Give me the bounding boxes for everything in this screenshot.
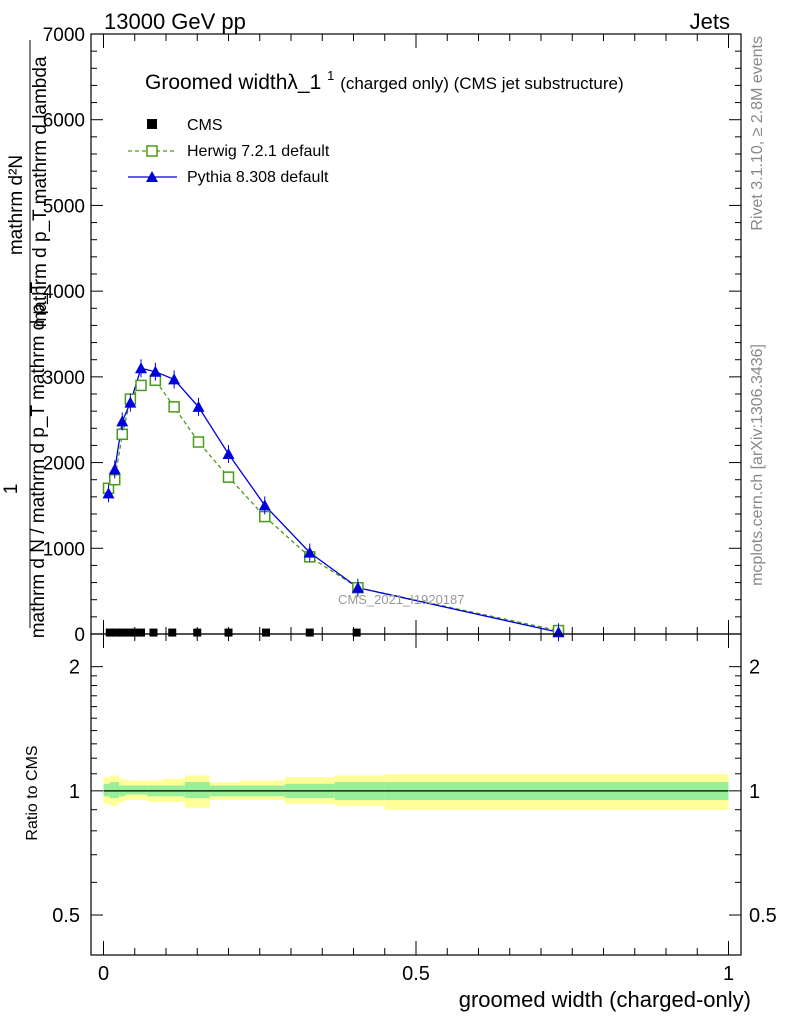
cms-point: [149, 628, 158, 637]
main-ylabel: mathrm d²N mathrm d p_T mathrm d lambda …: [1, 40, 51, 638]
legend-label-herwig: Herwig 7.2.1 default: [187, 143, 330, 160]
chart-title-main: Groomed widthλ_1: [145, 71, 321, 94]
y-tick-label: 6000: [43, 111, 85, 132]
ratio-ylabel: Ratio to CMS: [24, 745, 41, 840]
cms-point: [112, 628, 120, 637]
header-left: 13000 GeV pp: [104, 9, 246, 34]
header-right: Jets: [690, 9, 730, 34]
ratio-y-tick-label-right: 0.5: [749, 905, 777, 927]
y-tick-label: 2000: [43, 454, 85, 475]
x-tick-label: 0: [98, 963, 109, 985]
cms-point: [105, 628, 114, 637]
x-tick-label: 0.5: [402, 963, 430, 985]
cms-point: [352, 628, 361, 637]
y-tick-label: 3000: [43, 368, 85, 389]
pythia-point: [108, 463, 121, 475]
y-tick-label: 7000: [43, 25, 85, 46]
herwig-point: [222, 471, 235, 483]
ratio-frame: [90, 633, 742, 956]
legend-marker-cms: [147, 119, 157, 129]
ylabel-mid: mathrm d p_T mathrm d lambda: [30, 56, 51, 327]
herwig-line: [107, 379, 559, 632]
herwig-point: [116, 428, 128, 441]
ylabel-one: 1: [1, 484, 22, 495]
pythia-point: [351, 581, 364, 593]
ratio-y-tick-label: 0.5: [52, 905, 80, 927]
y-tick-label: 1000: [43, 539, 85, 560]
cms-point: [168, 628, 177, 637]
ratio-y-tick-label: 2: [69, 657, 80, 679]
main-series: [102, 359, 565, 642]
cms-point: [305, 628, 314, 637]
legend-label-pythia: Pythia 8.308 default: [187, 169, 329, 186]
x-tick-label: 1: [723, 963, 734, 985]
pythia-point: [168, 373, 181, 385]
pythia-point: [303, 546, 316, 558]
ratio-panel-bands: [103, 773, 729, 810]
ratio-band-inner: [125, 785, 135, 795]
ratio-axes: 0.5 0.5 1 1 2 2 0 0.5 1: [52, 633, 777, 985]
rivet-version: Rivet 3.1.10, ≥ 2.8M events: [749, 36, 766, 231]
x-axis-label: groomed width (charged-only): [459, 987, 751, 1012]
pythia-point: [135, 362, 147, 374]
ylabel-bottom: mathrm d N / mathrm d p_T mathrm d p_T: [28, 281, 49, 638]
ratio-y-tick-label-right: 1: [749, 781, 760, 803]
y-tick-label: 4000: [43, 282, 85, 303]
ratio-band-inner: [184, 782, 210, 799]
ratio-y-tick-label-right: 2: [749, 657, 760, 679]
legend: CMS Herwig 7.2.1 default Pythia 8.308 de…: [128, 117, 330, 186]
y-tick-label: 0: [74, 625, 85, 646]
legend-label-cms: CMS: [187, 117, 223, 134]
cms-point: [118, 628, 127, 637]
cms-point: [124, 628, 133, 637]
ratio-band-inner: [134, 785, 148, 795]
cms-point: [130, 628, 139, 637]
pythia-point: [149, 365, 162, 377]
herwig-point: [192, 436, 205, 448]
legend-marker-pythia: [146, 171, 158, 182]
watermark: CMS_2021_I1920187: [338, 592, 465, 607]
ratio-y-tick-label: 1: [69, 781, 80, 803]
pythia-point: [102, 487, 115, 499]
herwig-point: [135, 379, 147, 392]
ylabel-top: mathrm d²N: [6, 155, 27, 255]
chart-title-sub: (charged only) (CMS jet substructure): [340, 74, 623, 93]
cms-point: [262, 628, 270, 637]
chart-title-sup: 1: [327, 68, 334, 83]
cms-point: [193, 628, 202, 637]
legend-marker-herwig: [146, 145, 158, 157]
main-axes: 0 1000 2000 3000 4000 5000 6000 7000: [43, 25, 742, 646]
y-tick-label: 5000: [43, 196, 85, 217]
cms-point: [224, 628, 233, 637]
pythia-point: [124, 396, 137, 408]
pythia-point: [116, 415, 129, 427]
mcplots-credit: mcplots.cern.ch [arXiv:1306.3436]: [749, 344, 766, 586]
ratio-band-inner: [103, 783, 110, 797]
pythia-point: [222, 448, 235, 459]
herwig-point: [168, 401, 180, 413]
ratio-band-inner: [109, 782, 120, 799]
cms-point: [137, 628, 145, 637]
chart-title: Groomed widthλ_1 1 (charged only) (CMS j…: [145, 62, 624, 94]
pythia-point: [192, 400, 205, 412]
pythia-point: [258, 499, 271, 511]
